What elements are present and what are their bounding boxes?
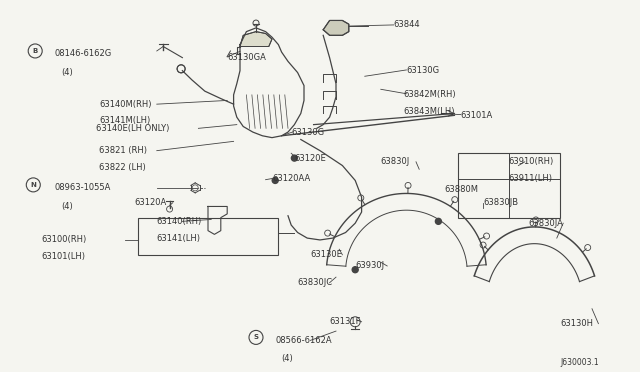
Circle shape (272, 177, 278, 183)
Text: 63830JA: 63830JA (528, 219, 563, 228)
Circle shape (291, 155, 298, 161)
Text: 08566-6162A: 08566-6162A (275, 336, 332, 345)
Text: 63842M(RH): 63842M(RH) (403, 90, 456, 99)
Text: 63141M(LH): 63141M(LH) (99, 116, 150, 125)
Text: 63821 (RH): 63821 (RH) (99, 146, 147, 155)
Text: 63830J: 63830J (381, 157, 410, 166)
Text: B: B (33, 48, 38, 54)
Text: 63130GA: 63130GA (227, 53, 266, 62)
Text: 63140E(LH ONLY): 63140E(LH ONLY) (96, 124, 170, 133)
Text: 63131F: 63131F (330, 317, 361, 326)
Text: 63100(RH): 63100(RH) (42, 235, 87, 244)
Text: 63140(RH): 63140(RH) (157, 217, 202, 226)
Text: 63930J: 63930J (355, 262, 385, 270)
Bar (458, 153, 560, 218)
Text: 63822 (LH): 63822 (LH) (99, 163, 146, 172)
Text: 08146-6162G: 08146-6162G (54, 49, 111, 58)
Text: 63843M(LH): 63843M(LH) (403, 107, 454, 116)
Circle shape (352, 267, 358, 273)
Text: 63880M: 63880M (445, 185, 479, 194)
Text: (4): (4) (61, 202, 72, 211)
Text: 63101A: 63101A (461, 111, 493, 120)
Text: N: N (30, 182, 36, 188)
Text: 63140M(RH): 63140M(RH) (99, 100, 152, 109)
Text: 63130E: 63130E (310, 250, 342, 259)
Polygon shape (240, 32, 272, 46)
Text: 63141(LH): 63141(LH) (157, 234, 201, 243)
Text: J630003.1: J630003.1 (560, 358, 598, 367)
Polygon shape (323, 20, 349, 35)
Text: S: S (253, 334, 259, 340)
Text: (4): (4) (282, 355, 293, 363)
Text: 63830JC: 63830JC (298, 278, 333, 287)
Text: 63130G: 63130G (291, 128, 324, 137)
Text: 08963-1055A: 08963-1055A (54, 183, 111, 192)
Text: 63130G: 63130G (406, 66, 440, 75)
Text: 63911(LH): 63911(LH) (509, 174, 553, 183)
Text: 63120E: 63120E (294, 154, 326, 163)
Text: 63101(LH): 63101(LH) (42, 252, 86, 261)
Circle shape (435, 218, 442, 224)
Text: 63130H: 63130H (560, 319, 593, 328)
Text: 63844: 63844 (394, 20, 420, 29)
Text: (4): (4) (61, 68, 72, 77)
Text: 63830JB: 63830JB (483, 198, 518, 207)
Text: 63120AA: 63120AA (272, 174, 310, 183)
Text: 63910(RH): 63910(RH) (509, 157, 554, 166)
Text: 63120A: 63120A (134, 198, 166, 207)
Bar (138, 218, 278, 255)
